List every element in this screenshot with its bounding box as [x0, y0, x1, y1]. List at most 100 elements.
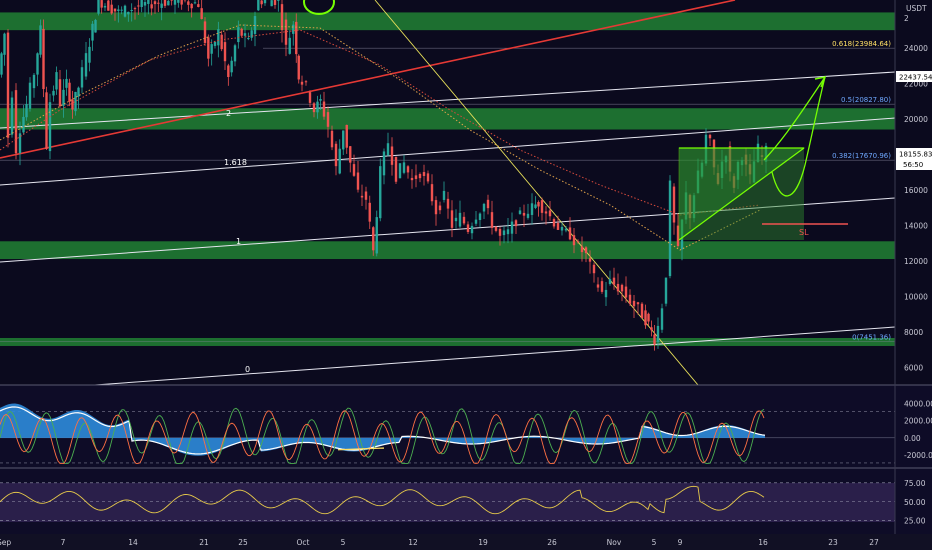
candle-body [478, 213, 482, 221]
price-axis: 6000800010000120001400016000180002000022… [904, 44, 932, 526]
time-tick-label: 26 [547, 538, 557, 547]
candle-body [14, 90, 18, 154]
candle-body [193, 2, 197, 4]
time-tick-label: 21 [199, 538, 209, 547]
candle-body [45, 92, 48, 149]
candle-body [163, 0, 167, 6]
candle-body [368, 202, 371, 222]
fib-label: 0.5(20827.80) [841, 96, 891, 104]
candle-body [243, 33, 247, 36]
time-tick-label: 25 [238, 538, 248, 547]
candle-body [173, 0, 177, 5]
candle-body [502, 230, 506, 236]
time-tick-label: 5 [652, 538, 657, 547]
candle-body [608, 279, 612, 285]
candle-body [170, 0, 173, 1]
price-tick-label: 16000 [904, 186, 928, 195]
candle-body [410, 177, 414, 181]
candle-body [756, 143, 760, 162]
candle-body [716, 173, 720, 184]
candle-body [110, 4, 113, 14]
time-tick-label: 12 [408, 538, 418, 547]
candle-body [537, 202, 540, 207]
candle-body [576, 241, 580, 243]
wave-label-2: 2 [226, 109, 231, 118]
candle-body [386, 143, 390, 156]
candle-body [688, 194, 692, 219]
candle-body [253, 16, 257, 34]
candle-body [330, 130, 334, 148]
time-tick-label: 16 [758, 538, 768, 547]
candle-body [32, 74, 36, 89]
price-tick-label: 6000 [904, 363, 923, 372]
candle-body [418, 173, 422, 179]
candle-body [672, 186, 676, 223]
candle-body [250, 30, 253, 38]
channel-line [94, 326, 896, 386]
candle-body [133, 8, 137, 10]
channel-line [0, 71, 896, 129]
candle-body [510, 221, 514, 234]
price-tick-label: 20000 [904, 115, 928, 124]
osc-tick-label: 0.00 [904, 434, 921, 443]
candle-body [150, 4, 153, 9]
candle-body [233, 45, 237, 62]
candle-body [514, 220, 518, 227]
price-tick-label: 22000 [904, 79, 928, 88]
candle-body [227, 65, 230, 78]
candle-body [438, 205, 442, 211]
svg-text:18155.83: 18155.83 [899, 151, 932, 159]
candle-body [203, 21, 207, 43]
guide-lines: 0.618(23984.64) 0.5(20827.80) 0.382(17670.… [0, 0, 896, 386]
candle-body [263, 0, 267, 4]
candle-body [596, 284, 600, 288]
candle-body [18, 133, 22, 154]
candle-body [382, 151, 386, 176]
candle-body [304, 81, 308, 83]
candle-body [676, 225, 680, 246]
price-tick-label: 12000 [904, 257, 928, 266]
wave-label-0: 0 [245, 365, 250, 374]
candle-body [147, 0, 150, 4]
osc-wave-orange [0, 410, 765, 464]
candle-body [534, 204, 537, 208]
candle-body [223, 42, 227, 62]
candle-body [319, 98, 322, 101]
candle-body [402, 162, 406, 173]
candle-body [664, 277, 668, 304]
candle-body [506, 229, 510, 235]
red-trend-line [0, 0, 736, 159]
candle-body [48, 102, 52, 152]
candle-body [28, 82, 32, 109]
candle-body [220, 34, 223, 50]
candle-body [280, 4, 284, 31]
candle-body [213, 41, 217, 46]
candle-body [120, 9, 123, 11]
osc-area [0, 403, 765, 456]
candle-body [25, 104, 28, 118]
candle-body [277, 0, 280, 1]
candle-body [486, 199, 490, 209]
candle-body [308, 92, 312, 103]
candle-body [36, 53, 39, 75]
oscillator-pane [0, 403, 895, 464]
candle-body [572, 235, 576, 246]
price-candles [0, 0, 768, 351]
candle-body [494, 226, 498, 231]
candle-body [197, 4, 200, 7]
candle-body [55, 72, 58, 90]
stop-loss-label: SL [799, 228, 809, 237]
candle-body [414, 175, 418, 179]
candle-body [153, 1, 157, 5]
candle-body [522, 212, 526, 216]
candle-body [764, 145, 768, 162]
candle-body [434, 200, 438, 215]
candle-body [660, 308, 664, 330]
candle-body [190, 3, 193, 9]
candle-body [297, 55, 300, 80]
projection-path-high [763, 76, 826, 161]
time-tick-label: 7 [61, 538, 66, 547]
candle-body [240, 28, 243, 36]
candle-body [450, 210, 454, 228]
